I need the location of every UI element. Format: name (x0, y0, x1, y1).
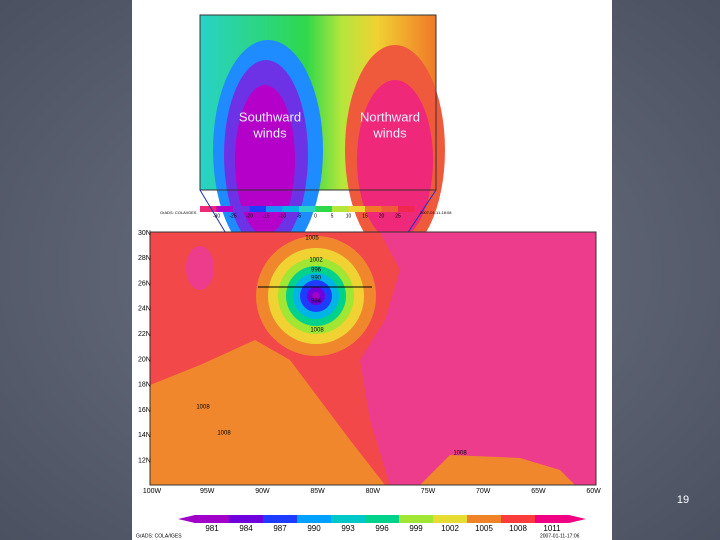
colorbar-arrow (569, 515, 586, 523)
colorbar-segment (229, 515, 263, 523)
colorbar-label: 984 (239, 524, 253, 533)
lat-label: 14N (138, 432, 151, 439)
colorbar-segment (297, 515, 331, 523)
upper-plot (199, 14, 445, 260)
colorbar-segment (381, 206, 398, 212)
contour-label: 1008 (196, 405, 210, 411)
colorbar-label: 996 (375, 524, 389, 533)
colorbar-segment (315, 206, 332, 212)
map-region (420, 455, 575, 485)
colorbar-segment (467, 515, 501, 523)
colorbar-label: 1005 (475, 524, 493, 533)
colorbar-label: 20 (379, 213, 385, 219)
colorbar-label: 1002 (441, 524, 459, 533)
map-frame (149, 231, 597, 486)
colorbar-segment (249, 206, 266, 212)
contour-label: 1008 (310, 328, 324, 334)
colorbar-segment (299, 206, 316, 212)
field-region (357, 80, 433, 240)
colorbar-label: 1011 (543, 524, 561, 533)
timestamp: 2007-01-11-18:08 (420, 210, 452, 215)
field-region (235, 85, 295, 235)
lat-label: 12N (138, 458, 151, 465)
colorbar-label: -10 (279, 213, 286, 219)
colorbar-arrow (178, 515, 195, 523)
lat-label: 16N (138, 407, 151, 414)
colorbar-label: -25 (229, 213, 236, 219)
credit: GrADS: COLA/IGES (160, 210, 197, 215)
colorbar-segment (195, 515, 229, 523)
colorbar-segment (399, 515, 433, 523)
hurricane (256, 236, 376, 356)
lat-label: 24N (138, 306, 151, 313)
contour-label: 1008 (453, 451, 467, 457)
lon-label: 75W (421, 488, 436, 495)
lon-label: 90W (255, 488, 270, 495)
colorbar-segment (200, 206, 217, 212)
colorbar-label: 5 (331, 213, 334, 219)
colorbar-segment (348, 206, 365, 212)
panel-label: Northward (360, 109, 420, 124)
colorbar-label: 999 (409, 524, 423, 533)
colorbar-label: 987 (273, 524, 287, 533)
lat-label: 18N (138, 382, 151, 389)
lon-label: 100W (143, 488, 162, 495)
contour-label: 990 (311, 276, 322, 282)
colorbar-label: -5 (297, 213, 302, 219)
map-region (360, 232, 596, 485)
colorbar-label: 15 (362, 213, 368, 219)
contour-label: 1008 (217, 431, 231, 437)
lon-label: 65W (531, 488, 546, 495)
credit: GrADS: COLA/IGES (136, 533, 182, 539)
colorbar-label: -30 (213, 213, 220, 219)
colorbar-label: 25 (395, 213, 401, 219)
colorbar-segment (282, 206, 299, 212)
colorbar-label: 981 (205, 524, 219, 533)
lat-label: 22N (138, 331, 151, 338)
colorbar-label: 0 (314, 213, 317, 219)
colorbar-segment (365, 515, 399, 523)
panel-label: winds (372, 125, 407, 140)
panel-label: Southward (239, 109, 301, 124)
colorbar-label: 1008 (509, 524, 527, 533)
panel-label: winds (252, 125, 287, 140)
colorbar-segment (398, 206, 415, 212)
colorbar-label: 990 (307, 524, 321, 533)
map-region (150, 340, 385, 485)
contour-label: 1005 (305, 236, 319, 242)
contour-label: 996 (311, 268, 322, 274)
contour-label: 984 (311, 299, 322, 305)
lon-label: 60W (586, 488, 601, 495)
lat-label: 28N (138, 255, 151, 262)
colorbar-segment (535, 515, 569, 523)
plot-frame (199, 14, 437, 191)
page-number: 19 (677, 494, 689, 506)
lon-label: 85W (310, 488, 325, 495)
map (149, 231, 597, 486)
lat-label: 20N (138, 356, 151, 363)
colorbar-segment (433, 515, 467, 523)
colorbar-segment (263, 515, 297, 523)
contour-label: 1002 (309, 258, 323, 264)
timestamp: 2007-01-11-17:06 (540, 533, 580, 539)
colorbar-segment (332, 206, 349, 212)
lon-label: 95W (200, 488, 215, 495)
colorbar-segment (216, 206, 233, 212)
colorbar-segment (501, 515, 535, 523)
colorbar-segment (233, 206, 250, 212)
colorbar-label: -20 (246, 213, 253, 219)
colorbar-label: 993 (341, 524, 355, 533)
colorbar-label: -15 (262, 213, 269, 219)
lat-label: 26N (138, 280, 151, 287)
colorbar-segment (331, 515, 365, 523)
colorbar-segment (266, 206, 283, 212)
lon-label: 70W (476, 488, 491, 495)
colorbar-label: 10 (346, 213, 352, 219)
lat-label: 30N (138, 230, 151, 237)
lon-label: 80W (366, 488, 381, 495)
map-region (186, 246, 214, 290)
colorbar-segment (365, 206, 382, 212)
